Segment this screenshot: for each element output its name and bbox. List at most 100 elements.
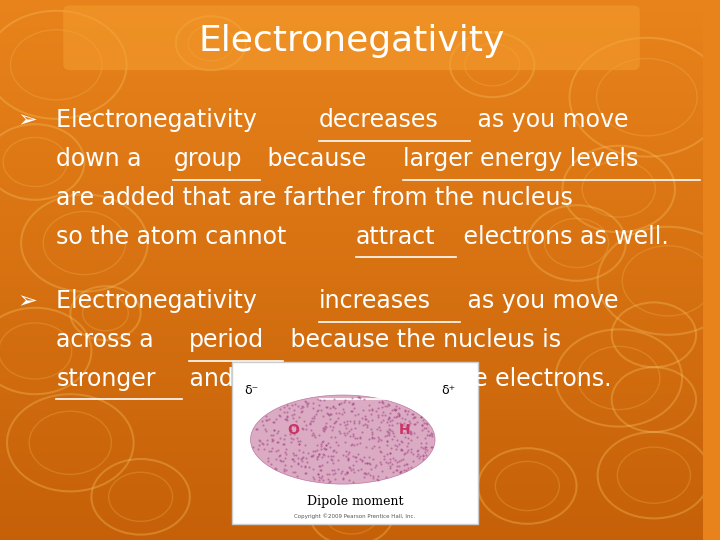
Bar bbox=[0, 265, 703, 270]
Bar bbox=[0, 324, 703, 329]
Bar bbox=[0, 432, 703, 437]
Bar bbox=[0, 351, 703, 356]
Bar bbox=[0, 16, 703, 22]
Bar bbox=[0, 302, 703, 308]
Bar bbox=[0, 459, 703, 464]
Bar bbox=[0, 481, 703, 486]
Bar bbox=[0, 454, 703, 459]
Text: δ⁻: δ⁻ bbox=[245, 384, 258, 397]
Bar bbox=[0, 319, 703, 324]
Bar bbox=[0, 486, 703, 491]
Text: because the nucleus is: because the nucleus is bbox=[284, 328, 562, 352]
Bar bbox=[0, 97, 703, 103]
Bar bbox=[0, 92, 703, 97]
Bar bbox=[0, 405, 703, 410]
Bar bbox=[0, 508, 703, 513]
Bar bbox=[0, 443, 703, 448]
Bar bbox=[0, 437, 703, 443]
Bar bbox=[0, 59, 703, 65]
Bar bbox=[0, 54, 703, 59]
Bar bbox=[0, 427, 703, 432]
Bar bbox=[0, 227, 703, 232]
Text: as you move: as you move bbox=[469, 108, 629, 132]
Text: period: period bbox=[189, 328, 264, 352]
Bar bbox=[0, 389, 703, 394]
Bar bbox=[0, 216, 703, 221]
Bar bbox=[0, 335, 703, 340]
Bar bbox=[0, 194, 703, 200]
Bar bbox=[0, 140, 703, 146]
Bar bbox=[0, 119, 703, 124]
Bar bbox=[0, 254, 703, 259]
Bar bbox=[0, 70, 703, 76]
Bar bbox=[0, 189, 703, 194]
Bar bbox=[0, 49, 703, 54]
Text: attract: attract bbox=[319, 367, 399, 390]
Bar bbox=[0, 86, 703, 92]
Bar bbox=[0, 124, 703, 130]
Text: Electronegativity: Electronegativity bbox=[199, 24, 505, 57]
Text: ➢: ➢ bbox=[17, 289, 37, 313]
Bar bbox=[0, 248, 703, 254]
Bar bbox=[0, 173, 703, 178]
Text: attract: attract bbox=[356, 225, 436, 248]
Bar bbox=[0, 270, 703, 275]
Bar bbox=[0, 297, 703, 302]
Bar bbox=[0, 238, 703, 243]
Bar bbox=[0, 259, 703, 265]
Bar bbox=[0, 27, 703, 32]
Text: Copyright ©2009 Pearson Prentice Hall, Inc.: Copyright ©2009 Pearson Prentice Hall, I… bbox=[294, 513, 415, 518]
FancyBboxPatch shape bbox=[232, 362, 478, 524]
Text: larger energy levels: larger energy levels bbox=[403, 147, 639, 171]
Bar bbox=[0, 200, 703, 205]
Text: down a: down a bbox=[56, 147, 149, 171]
Bar bbox=[0, 313, 703, 319]
Bar bbox=[0, 113, 703, 119]
Bar bbox=[0, 32, 703, 38]
Bar bbox=[0, 329, 703, 335]
Bar bbox=[0, 378, 703, 383]
Bar bbox=[0, 416, 703, 421]
Bar bbox=[0, 346, 703, 351]
Bar bbox=[0, 65, 703, 70]
Bar bbox=[0, 356, 703, 362]
Text: decreases: decreases bbox=[319, 108, 438, 132]
Text: more electrons.: more electrons. bbox=[420, 367, 612, 390]
Text: Dipole moment: Dipole moment bbox=[307, 495, 403, 508]
Bar bbox=[0, 448, 703, 454]
Bar bbox=[0, 130, 703, 135]
Text: and can: and can bbox=[181, 367, 291, 390]
Bar bbox=[0, 184, 703, 189]
Text: ➢: ➢ bbox=[17, 108, 37, 132]
Bar bbox=[0, 11, 703, 16]
Bar bbox=[0, 5, 703, 11]
Bar bbox=[0, 410, 703, 416]
Text: as you move: as you move bbox=[460, 289, 618, 313]
Ellipse shape bbox=[251, 395, 435, 484]
Bar bbox=[0, 162, 703, 167]
Bar bbox=[0, 103, 703, 108]
Text: are added that are farther from the nucleus: are added that are farther from the nucl… bbox=[56, 186, 573, 210]
Bar bbox=[0, 232, 703, 238]
Bar bbox=[0, 76, 703, 81]
Bar bbox=[0, 108, 703, 113]
Bar bbox=[0, 286, 703, 292]
Bar bbox=[0, 146, 703, 151]
Bar bbox=[0, 400, 703, 405]
Bar bbox=[0, 535, 703, 540]
Text: δ⁺: δ⁺ bbox=[441, 384, 456, 397]
Bar bbox=[0, 275, 703, 281]
Bar bbox=[0, 157, 703, 162]
Bar bbox=[0, 394, 703, 400]
Text: electrons as well.: electrons as well. bbox=[456, 225, 669, 248]
Bar bbox=[0, 421, 703, 427]
Bar bbox=[0, 22, 703, 27]
Bar bbox=[0, 38, 703, 43]
Bar bbox=[0, 464, 703, 470]
Text: O: O bbox=[287, 423, 300, 437]
Bar bbox=[0, 43, 703, 49]
Bar bbox=[0, 373, 703, 378]
Bar bbox=[0, 151, 703, 157]
Bar bbox=[0, 221, 703, 227]
Text: Electronegativity: Electronegativity bbox=[56, 108, 265, 132]
